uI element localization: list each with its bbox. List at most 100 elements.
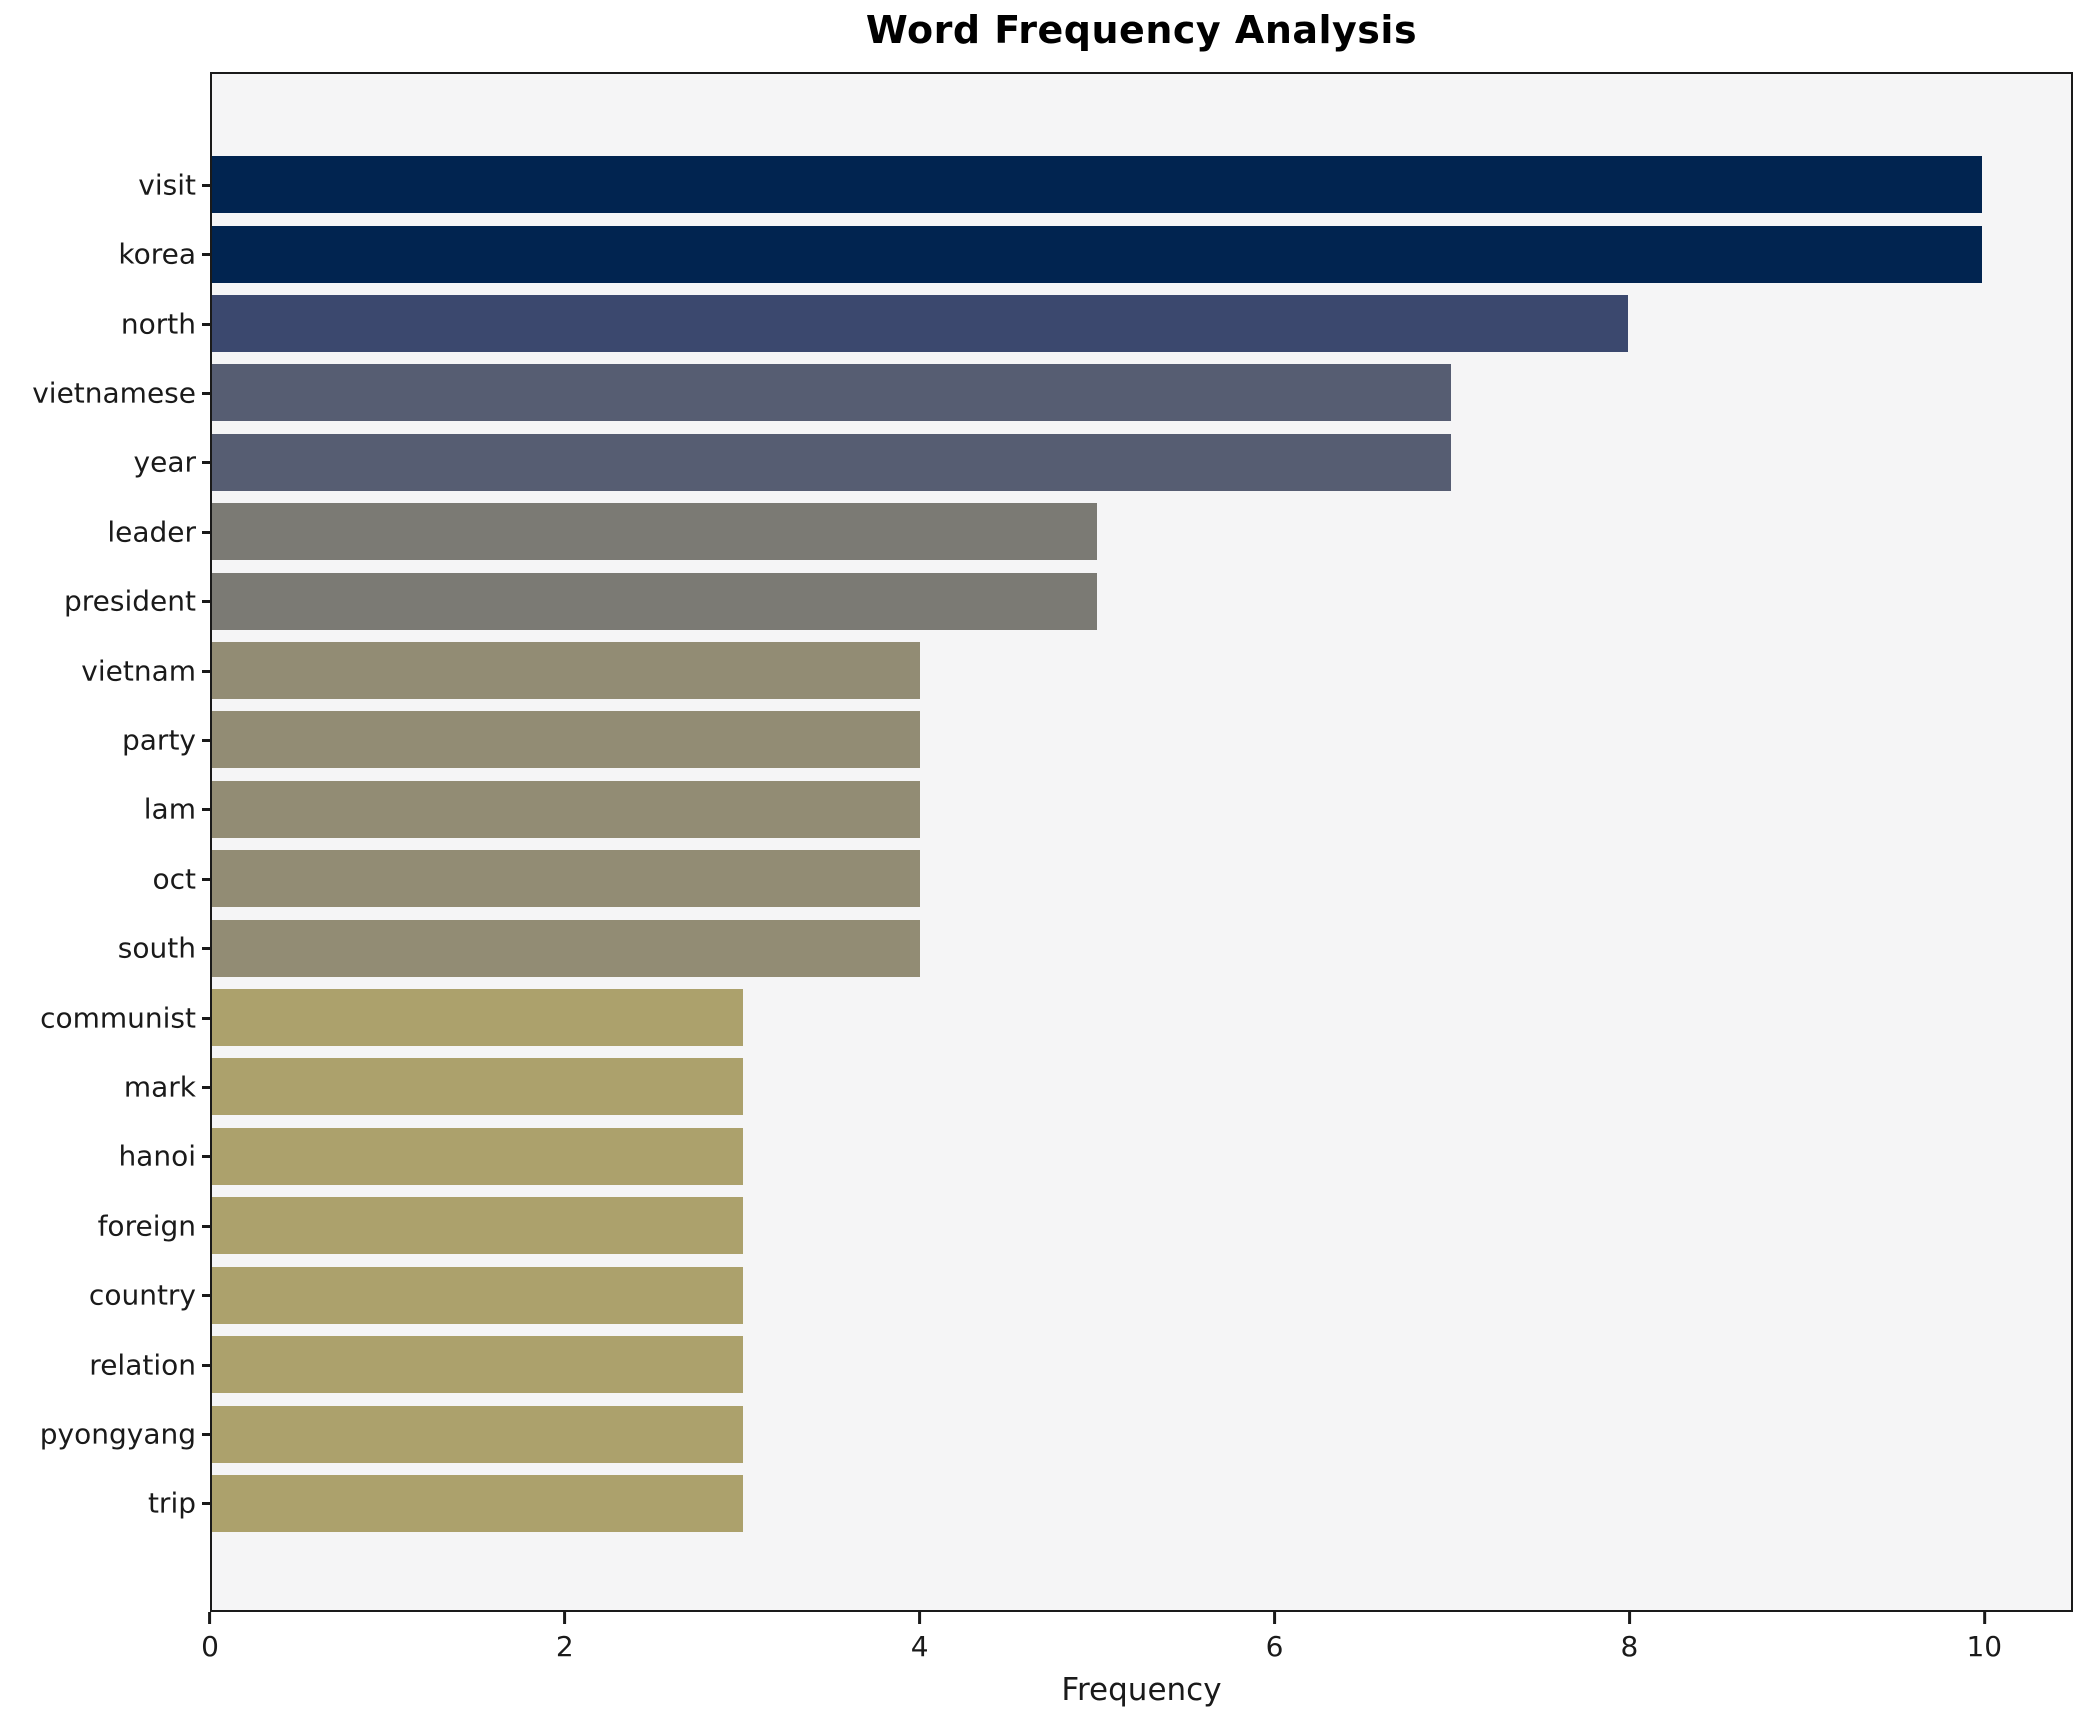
x-tick-mark	[563, 1612, 567, 1624]
y-tick-label: hanoi	[118, 1139, 196, 1173]
x-tick-label: 0	[201, 1630, 219, 1663]
y-tick-mark	[202, 1085, 212, 1089]
bar-row: korea	[118, 219, 2071, 288]
y-tick-mark	[202, 391, 212, 395]
y-tick-mark	[202, 183, 212, 187]
y-tick-mark	[202, 600, 212, 604]
y-tick-label: korea	[118, 237, 196, 271]
bar-row: south	[118, 913, 2071, 982]
frequency-bar	[212, 572, 1098, 630]
y-tick-label: foreign	[97, 1209, 196, 1243]
y-tick-mark	[202, 530, 212, 534]
x-axis-ticks: 0 2 4 6 8 10	[201, 1612, 2073, 1672]
y-tick-label: relation	[89, 1348, 196, 1382]
bar-row: hanoi	[118, 1122, 2071, 1191]
x-tick-mark	[1982, 1612, 1986, 1624]
y-tick-mark	[202, 1294, 212, 1298]
frequency-bar	[212, 1474, 744, 1532]
y-tick-mark	[202, 947, 212, 951]
x-tick-label: 10	[1966, 1630, 2003, 1663]
frequency-bar	[212, 156, 1983, 214]
y-tick-mark	[202, 669, 212, 673]
y-tick-label: communist	[40, 1001, 196, 1035]
bar-row: leader	[107, 497, 2071, 566]
x-tick-mark	[1627, 1612, 1631, 1624]
y-tick-label: north	[120, 307, 196, 341]
frequency-bar	[212, 850, 921, 908]
y-tick-mark	[202, 1363, 212, 1367]
bar-row: country	[89, 1261, 2071, 1330]
y-tick-mark	[202, 877, 212, 881]
bars-container: visit korea north vietnamese year leader presi…	[32, 74, 2071, 1610]
y-tick-mark	[202, 1224, 212, 1228]
x-tick-mark	[208, 1612, 212, 1624]
frequency-bar	[212, 642, 921, 700]
frequency-bar	[212, 225, 1983, 283]
y-tick-label: mark	[123, 1070, 196, 1104]
y-tick-mark	[202, 253, 212, 257]
bar-row: foreign	[98, 1191, 2071, 1260]
y-tick-label: south	[117, 931, 196, 965]
x-tick-label: 4	[910, 1630, 929, 1663]
bar-row: relation	[89, 1330, 2071, 1399]
y-tick-mark	[202, 808, 212, 812]
plot-area: visit korea north vietnamese year leader presi…	[32, 72, 2073, 1612]
frequency-bar	[212, 919, 921, 977]
frequency-bar	[212, 503, 1098, 561]
x-tick-mark	[1273, 1612, 1277, 1624]
bar-row: lam	[144, 775, 2071, 844]
y-tick-label: year	[133, 445, 196, 479]
bar-row: communist	[40, 983, 2071, 1052]
frequency-bar	[212, 780, 921, 838]
bar-row: north	[121, 289, 2071, 358]
y-tick-mark	[202, 1502, 212, 1506]
y-tick-label: party	[122, 723, 196, 757]
frequency-bar	[212, 1197, 744, 1255]
bar-row: mark	[124, 1052, 2071, 1121]
x-tick: 6	[1265, 1612, 1284, 1663]
frequency-bar	[212, 1336, 744, 1394]
bar-row: president	[64, 566, 2071, 635]
x-tick-mark	[918, 1612, 922, 1624]
y-tick-label: visit	[138, 168, 196, 202]
frequency-bar	[212, 1266, 744, 1324]
x-tick: 10	[1966, 1612, 2002, 1663]
x-tick-label: 2	[555, 1630, 574, 1663]
y-tick-label: vietnam	[81, 654, 196, 688]
frequency-bar	[212, 295, 1629, 353]
x-tick: 2	[556, 1612, 574, 1663]
y-tick-label: pyongyang	[39, 1417, 196, 1451]
x-tick: 4	[911, 1612, 929, 1663]
y-tick-mark	[202, 461, 212, 465]
frequency-bar	[212, 1127, 744, 1185]
x-tick-label: 8	[1620, 1630, 1639, 1663]
chart-title: Word Frequency Analysis	[865, 8, 1418, 52]
bar-row: year	[134, 428, 2071, 497]
x-tick: 0	[201, 1612, 219, 1663]
bar-row: oct	[152, 844, 2071, 913]
y-tick-label: trip	[147, 1486, 196, 1520]
y-tick-label: oct	[152, 862, 196, 896]
frequency-bar	[212, 1058, 744, 1116]
bar-row: pyongyang	[40, 1399, 2071, 1468]
frequency-bar	[212, 1405, 744, 1463]
x-tick-label: 6	[1265, 1630, 1284, 1663]
y-tick-mark	[202, 1016, 212, 1020]
y-tick-mark	[202, 738, 212, 742]
bar-row: vietnam	[81, 636, 2071, 705]
x-tick: 8	[1620, 1612, 1639, 1663]
y-tick-mark	[202, 1155, 212, 1159]
y-tick-label: vietnamese	[32, 376, 196, 410]
frequency-bar	[212, 989, 744, 1047]
frequency-bar	[212, 364, 1452, 422]
y-tick-label: country	[88, 1278, 196, 1312]
y-tick-mark	[202, 322, 212, 326]
y-tick-label: president	[64, 584, 196, 618]
bar-row: trip	[148, 1469, 2071, 1538]
y-tick-label: lam	[143, 792, 196, 826]
bar-row: visit	[138, 150, 2071, 219]
bar-row: party	[122, 705, 2071, 774]
y-tick-label: leader	[107, 515, 196, 549]
bar-row: vietnamese	[32, 358, 2071, 427]
